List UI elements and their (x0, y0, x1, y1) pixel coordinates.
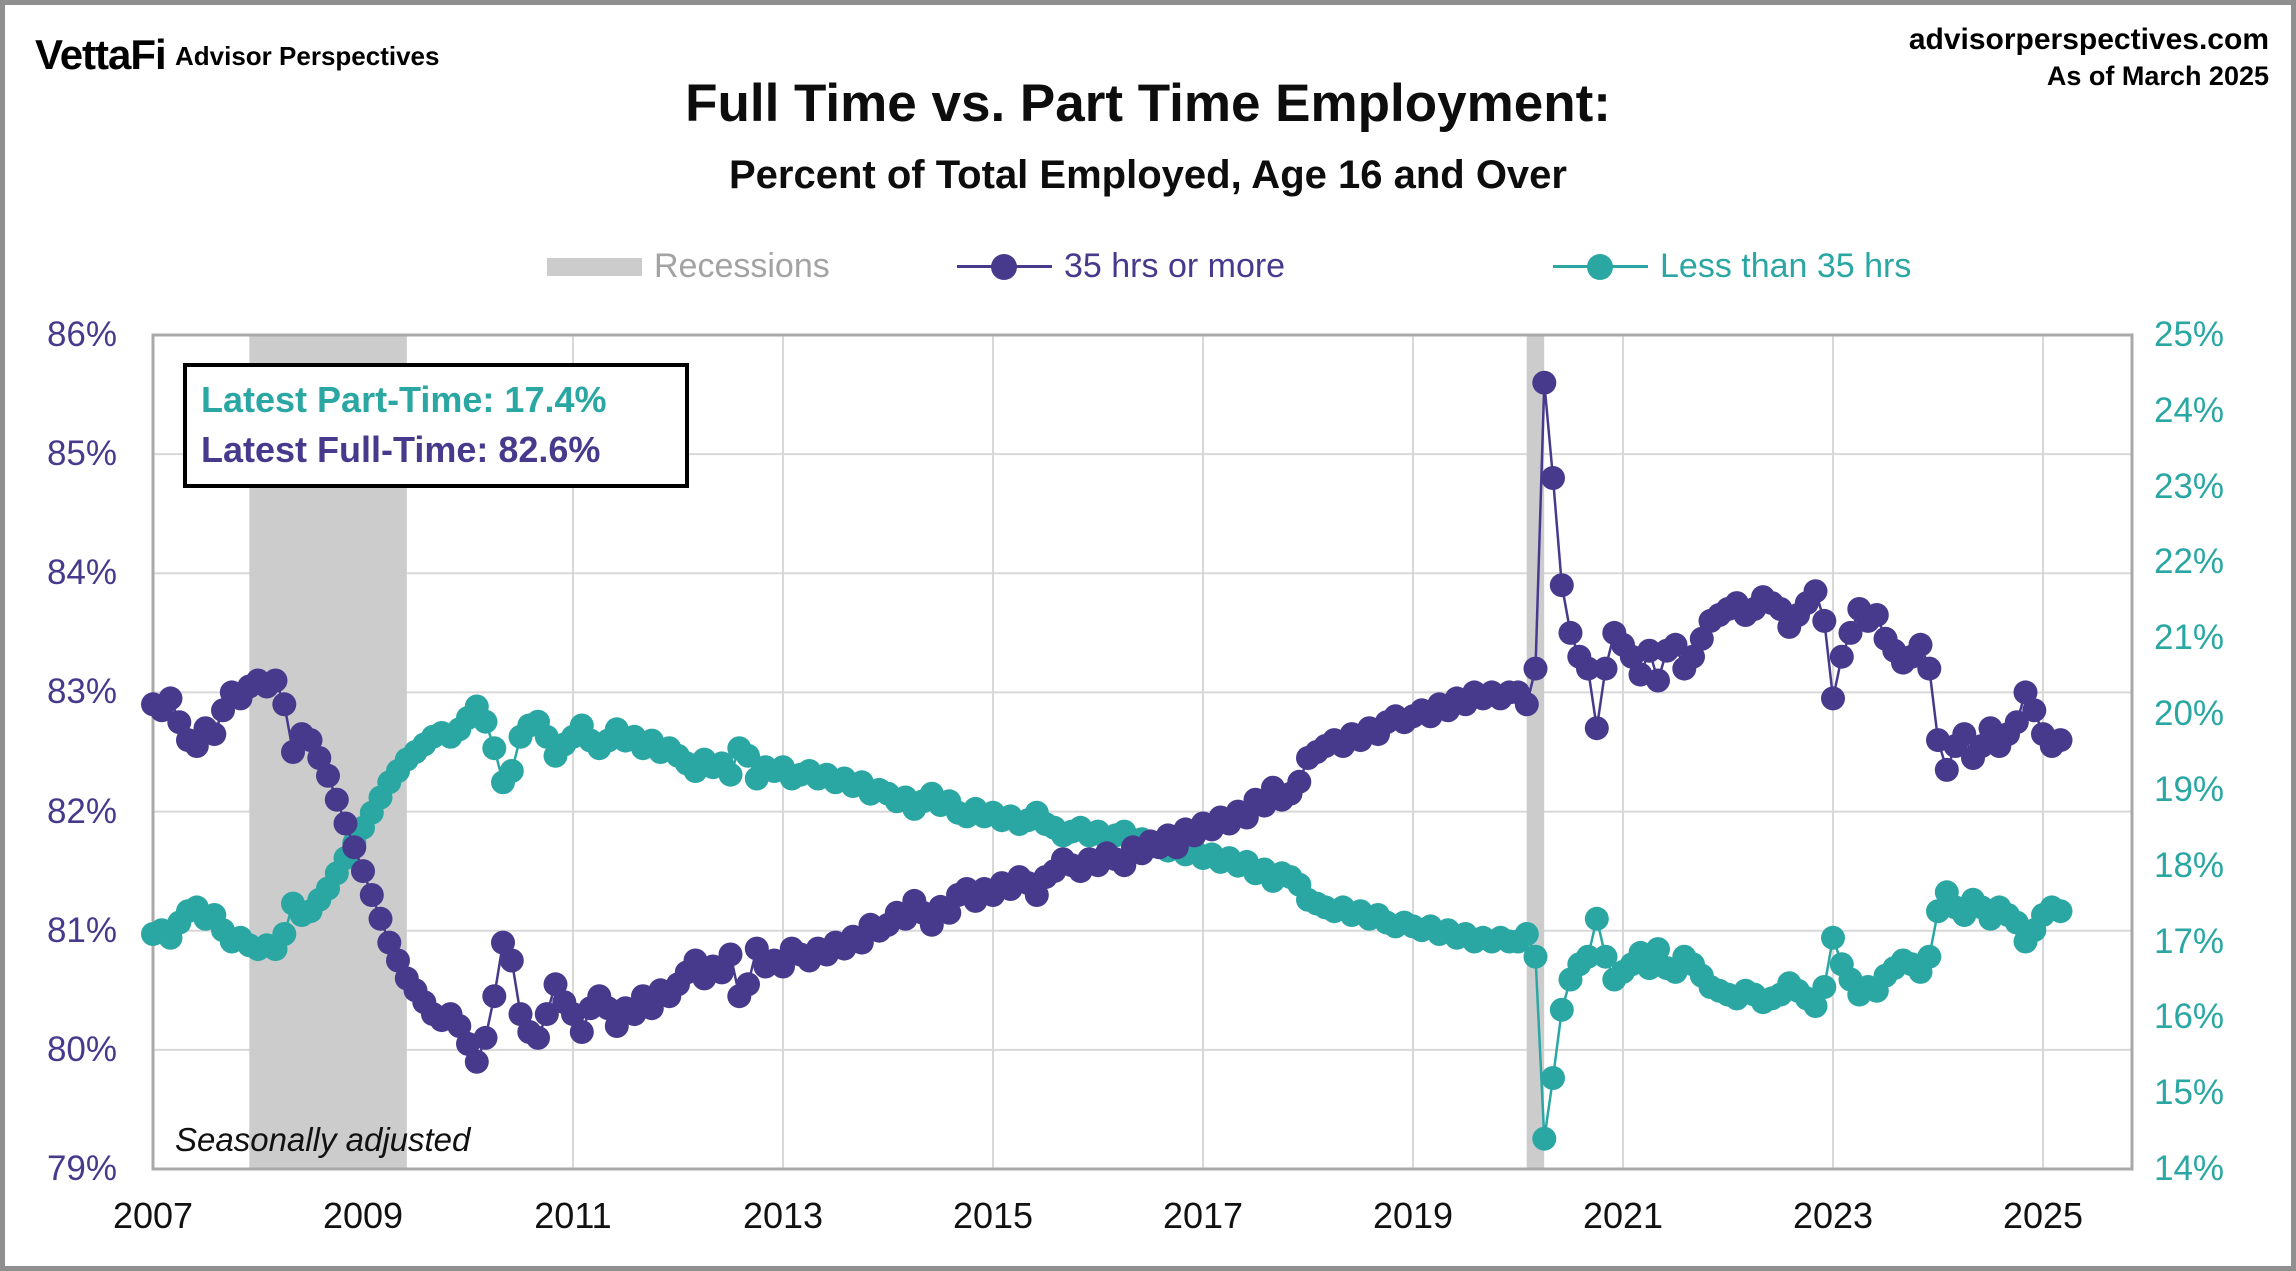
legend-item-recessions: Recessions (547, 247, 830, 286)
right-axis-tick: 22% (2154, 542, 2225, 582)
as-of-date: As of March 2025 (2046, 61, 2269, 91)
latest-values-callout: Latest Part-Time: 17.4% Latest Full-Time… (183, 363, 689, 489)
x-axis-tick: 2023 (1792, 1195, 1874, 1236)
legend-recessions-label: Recessions (654, 247, 830, 285)
right-axis-tick: 17% (2154, 921, 2225, 961)
right-axis-tick: 24% (2154, 390, 2225, 430)
latest-parttime-value: Latest Part-Time: 17.4% (201, 379, 607, 420)
seasonally-adjusted-note: Seasonally adjusted (175, 1121, 471, 1158)
legend-fulltime-label: 35 hrs or more (1064, 247, 1286, 285)
right-axis-tick: 14% (2154, 1149, 2225, 1188)
logo-tagline: Advisor Perspectives (175, 41, 440, 71)
series-part-time (141, 694, 2073, 1151)
right-axis-tick: 21% (2154, 618, 2225, 658)
fulltime-marker-icon (957, 253, 1052, 281)
left-axis-tick: 79% (46, 1149, 117, 1188)
x-axis-tick: 2013 (742, 1195, 824, 1236)
right-axis-tick: 18% (2154, 845, 2225, 885)
legend-parttime-label: Less than 35 hrs (1660, 247, 1912, 285)
site-url: advisorperspectives.com (1908, 23, 2269, 56)
employment-chart (141, 333, 2134, 1171)
legend-item-fulltime: 35 hrs or more (957, 247, 1285, 286)
right-axis-tick: 16% (2154, 997, 2225, 1037)
legend-item-parttime: Less than 35 hrs (1553, 247, 1911, 286)
left-axis-tick: 81% (46, 910, 117, 950)
right-axis-tick: 20% (2154, 694, 2225, 734)
right-axis-tick: 23% (2154, 466, 2225, 506)
page-subtitle: Percent of Total Employed, Age 16 and Ov… (729, 153, 1567, 197)
left-axis-tick: 83% (46, 672, 117, 712)
right-axis-tick: 25% (2154, 315, 2225, 354)
x-axis-tick: 2017 (1162, 1195, 1244, 1236)
x-axis-tick: 2007 (112, 1195, 194, 1236)
recession-swatch (547, 257, 642, 276)
right-axis-tick: 15% (2154, 1073, 2225, 1113)
parttime-marker-icon (1553, 253, 1648, 281)
x-axis-tick: 2025 (2002, 1195, 2084, 1236)
vettafi-logo: VettaFi (35, 31, 167, 78)
x-axis-tick: 2015 (952, 1195, 1034, 1236)
x-axis-tick: 2021 (1582, 1195, 1664, 1236)
series-full-time (141, 370, 2073, 1074)
latest-fulltime-value: Latest Full-Time: 82.6% (201, 428, 601, 470)
x-axis-tick: 2011 (534, 1195, 612, 1236)
left-axis-tick: 80% (46, 1029, 117, 1069)
x-axis-tick: 2009 (322, 1195, 404, 1236)
x-axis-tick: 2019 (1372, 1195, 1454, 1236)
left-axis-tick: 86% (46, 315, 117, 354)
left-axis-tick: 84% (46, 553, 117, 593)
left-axis-tick: 85% (46, 434, 117, 474)
page-title: Full Time vs. Part Time Employment: (685, 74, 1611, 133)
right-axis-tick: 19% (2154, 769, 2225, 809)
left-axis-tick: 82% (46, 791, 117, 831)
